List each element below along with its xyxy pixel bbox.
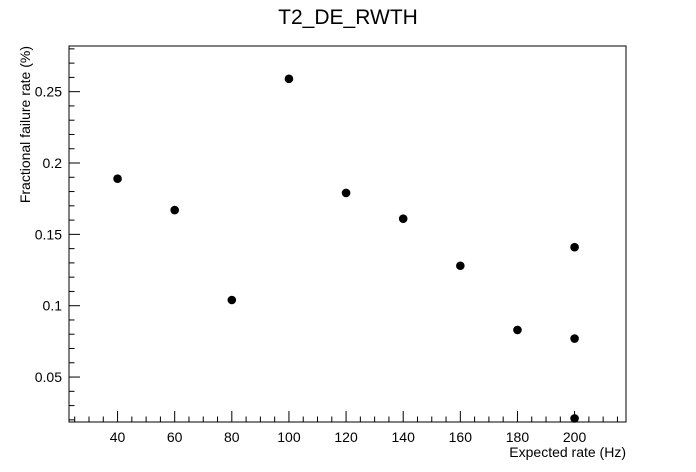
- x-tick-label: 160: [449, 429, 473, 445]
- data-point: [570, 334, 579, 343]
- y-axis-label: Fractional failure rate (%): [17, 46, 33, 203]
- x-tick-label: 100: [277, 429, 301, 445]
- x-axis-label: Expected rate (Hz): [509, 444, 626, 460]
- y-tick-label: 0.2: [43, 155, 63, 171]
- data-point: [570, 414, 579, 423]
- x-tick-label: 80: [224, 429, 240, 445]
- y-tick-label: 0.15: [35, 226, 62, 242]
- data-point: [170, 205, 179, 215]
- y-axis: 0.05 0.1 0.15 0.2 0.25: [35, 48, 80, 421]
- plot-frame: [68, 45, 627, 423]
- chart-title: T2_DE_RWTH: [278, 6, 418, 29]
- x-axis: 40 60 80 100 120 140 160 180 200: [74, 411, 618, 445]
- x-tick-label: 60: [167, 429, 183, 445]
- y-tick-label: 0.25: [35, 84, 62, 100]
- data-point: [513, 325, 522, 335]
- data-point: [398, 214, 408, 223]
- data-point: [113, 174, 122, 184]
- x-tick-label: 120: [334, 429, 358, 445]
- y-tick-label: 0.1: [43, 298, 63, 314]
- y-tick-label: 0.05: [35, 369, 62, 385]
- x-tick-label: 180: [506, 429, 530, 445]
- data-point: [284, 74, 294, 84]
- x-tick-label: 40: [110, 429, 126, 445]
- x-tick-label: 200: [563, 429, 587, 445]
- data-point: [456, 261, 465, 271]
- data-points: [113, 74, 579, 423]
- data-point: [227, 295, 237, 305]
- data-point: [341, 188, 351, 198]
- data-point: [570, 242, 579, 252]
- x-tick-label: 140: [392, 429, 416, 445]
